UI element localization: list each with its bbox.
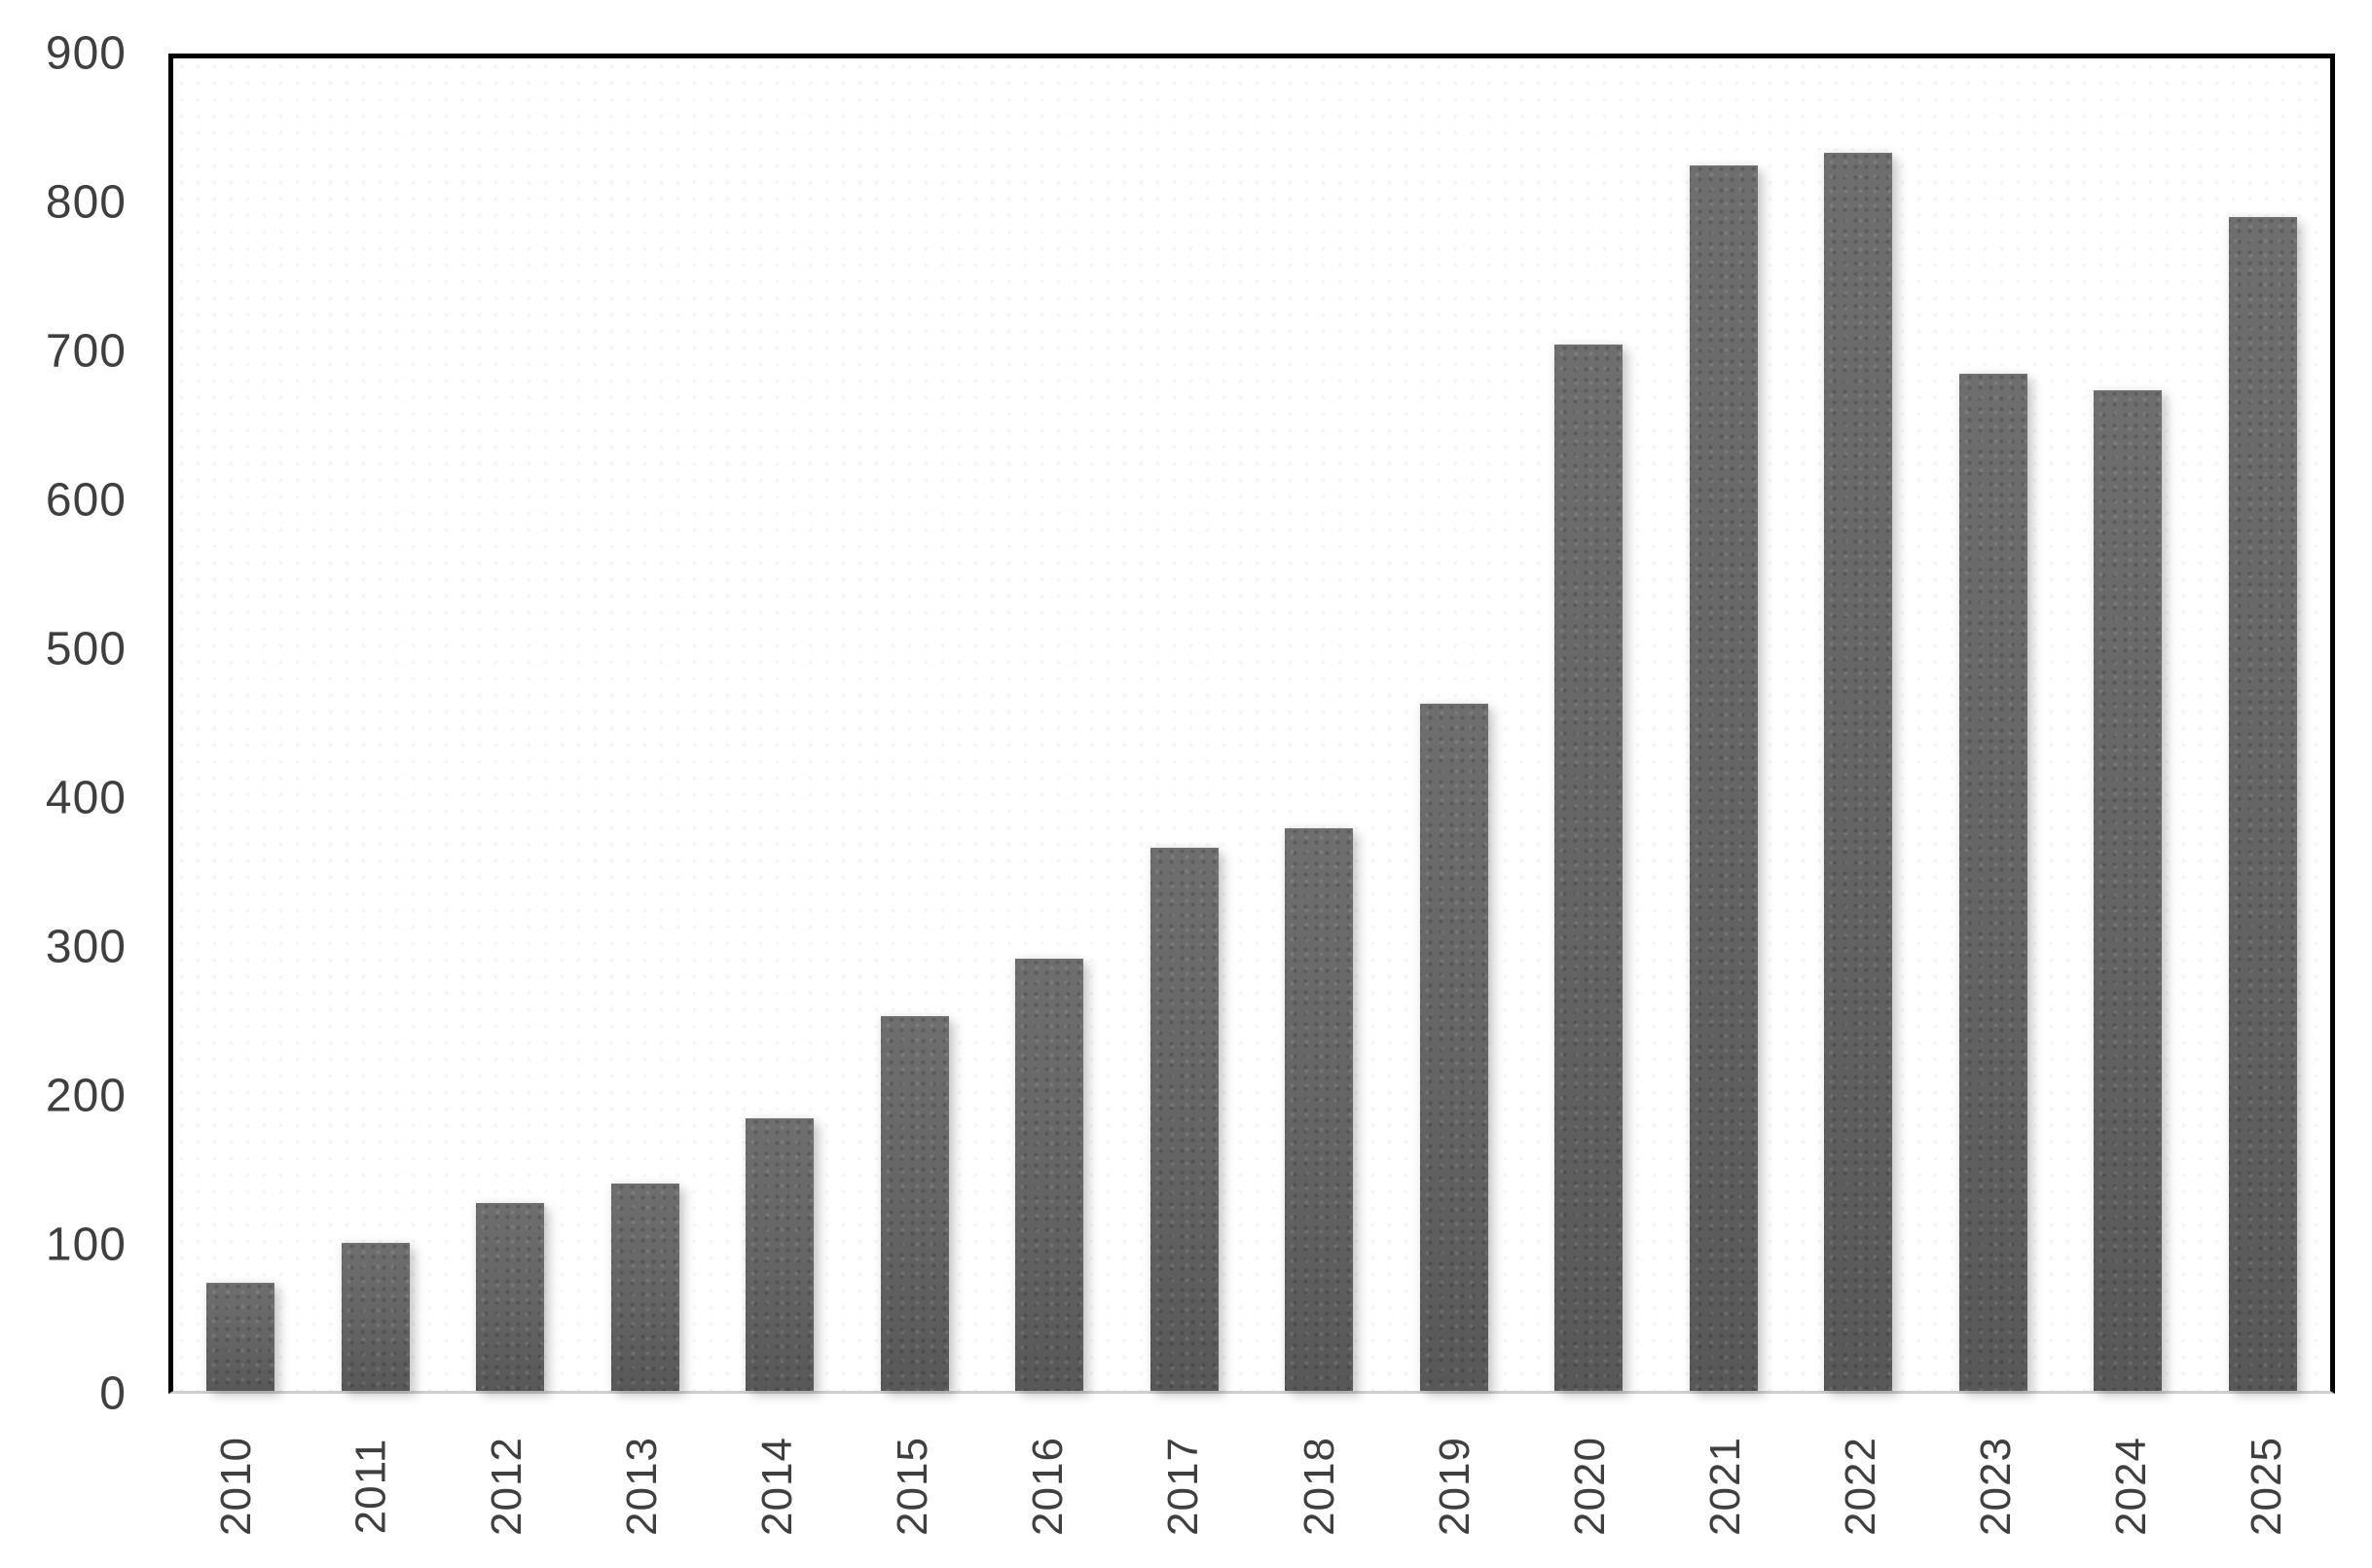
x-slot-2025: 2025 [2200,1408,2335,1564]
x-tick-label-2017: 2017 [1159,1437,1208,1536]
y-tick-label-600: 600 [45,474,127,527]
x-slot-2012: 2012 [439,1408,574,1564]
x-slot-2014: 2014 [711,1408,846,1564]
x-slot-2018: 2018 [1252,1408,1387,1564]
bar-slot-2019 [1387,58,1522,1391]
bar-slot-2012 [443,58,578,1391]
bar-2022 [1824,153,1893,1391]
y-tick-label-200: 200 [45,1070,127,1122]
x-tick-label-2010: 2010 [211,1437,260,1536]
x-slot-2019: 2019 [1387,1408,1522,1564]
x-tick-label-2013: 2013 [617,1437,666,1536]
bar-2011 [341,1242,410,1391]
y-tick-label-400: 400 [45,772,127,824]
bar-2016 [1015,958,1084,1391]
bar-slot-2024 [2061,58,2196,1391]
y-tick-label-800: 800 [45,176,127,229]
x-slot-2023: 2023 [1929,1408,2064,1564]
bar-slot-2023 [1926,58,2062,1391]
y-tick-label-700: 700 [45,325,127,378]
bar-slot-2011 [309,58,444,1391]
bar-slot-2022 [1791,58,1926,1391]
x-slot-2011: 2011 [304,1408,439,1564]
bar-2014 [746,1118,815,1391]
bar-slot-2025 [2196,58,2331,1391]
y-tick-label-300: 300 [45,921,127,973]
x-tick-label-2018: 2018 [1295,1437,1343,1536]
bar-2020 [1554,344,1624,1391]
y-tick-label-900: 900 [45,27,127,80]
bar-2019 [1419,704,1488,1391]
x-tick-label-2011: 2011 [347,1438,395,1535]
x-slot-2017: 2017 [1116,1408,1252,1564]
bars-container [173,58,2330,1391]
bar-slot-2013 [578,58,713,1391]
bar-2012 [476,1202,545,1391]
x-tick-label-2020: 2020 [1565,1437,1614,1536]
bar-2024 [2094,389,2163,1391]
x-tick-label-2019: 2019 [1430,1437,1478,1536]
x-tick-label-2025: 2025 [2243,1437,2291,1536]
x-tick-label-2024: 2024 [2107,1437,2156,1536]
bar-2015 [880,1016,949,1391]
x-slot-2020: 2020 [1522,1408,1658,1564]
bar-slot-2014 [712,58,848,1391]
x-slot-2024: 2024 [2064,1408,2200,1564]
x-slot-2010: 2010 [168,1408,304,1564]
x-slot-2021: 2021 [1658,1408,1793,1564]
x-axis-tick-labels: 2010 2011 2012 2013 2014 2015 2016 2017 2018 2019… [168,1408,2335,1564]
x-tick-label-2023: 2023 [1972,1437,2021,1536]
x-slot-2016: 2016 [981,1408,1116,1564]
bar-slot-2020 [1521,58,1657,1391]
y-tick-label-0: 0 [99,1367,127,1420]
x-tick-label-2014: 2014 [753,1437,802,1536]
x-tick-label-2022: 2022 [1837,1437,1885,1536]
x-slot-2013: 2013 [574,1408,710,1564]
bar-slot-2021 [1657,58,1792,1391]
y-tick-label-100: 100 [45,1219,127,1271]
x-slot-2015: 2015 [846,1408,981,1564]
bar-slot-2015 [848,58,983,1391]
x-tick-label-2015: 2015 [889,1437,937,1536]
bar-slot-2016 [982,58,1117,1391]
x-tick-label-2012: 2012 [482,1437,530,1536]
y-tick-label-500: 500 [45,623,127,675]
bar-2013 [610,1184,679,1391]
bar-2021 [1689,164,1758,1391]
x-tick-label-2016: 2016 [1024,1437,1073,1536]
bar-2018 [1285,827,1354,1391]
y-axis-tick-labels: 0 100 200 300 400 500 600 700 800 900 [0,0,134,1568]
bar-2017 [1150,847,1219,1391]
x-slot-2022: 2022 [1794,1408,1929,1564]
bar-2010 [206,1282,275,1391]
bar-slot-2017 [1117,58,1253,1391]
bar-slot-2018 [1252,58,1387,1391]
bar-slot-2010 [173,58,309,1391]
bar-2023 [1958,374,2027,1391]
plot-area [168,54,2335,1394]
bar-2025 [2228,216,2297,1391]
x-tick-label-2021: 2021 [1700,1437,1749,1536]
